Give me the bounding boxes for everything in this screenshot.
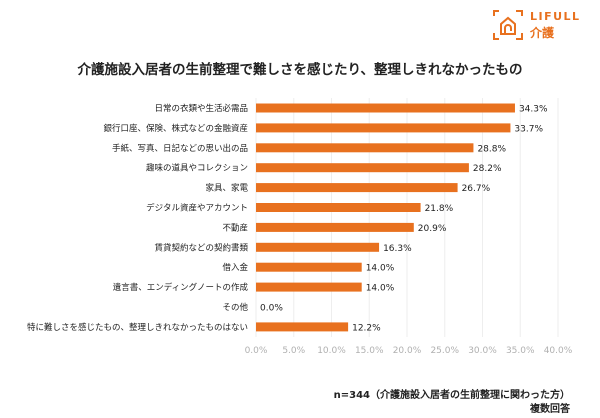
category-label: 日常の衣類や生活必需品 <box>154 103 248 114</box>
chart-title: 介護施設入居者の生前整理で難しさを感じたり、整理しきれなかったもの <box>77 62 523 78</box>
x-tick-label: 35.0% <box>506 346 535 356</box>
bar <box>256 242 380 252</box>
category-label: 銀行口座、保険、株式などの金融資産 <box>103 123 248 134</box>
logo-icon <box>493 10 523 40</box>
multiple-answer-note: 複数回答 <box>530 404 570 415</box>
category-label: 家具、家電 <box>205 183 248 194</box>
data-label: 21.8% <box>425 204 454 214</box>
x-tick-label: 30.0% <box>468 346 497 356</box>
data-label: 20.9% <box>418 224 447 234</box>
x-tick-label: 0.0% <box>245 346 268 356</box>
logo-text: LIFULL <box>530 10 581 23</box>
x-tick-label: 20.0% <box>393 346 422 356</box>
category-label: 趣味の道具やコレクション <box>146 163 248 174</box>
category-label: デジタル資産やアカウント <box>146 203 248 214</box>
bar <box>256 322 349 332</box>
x-tick-label: 25.0% <box>430 346 459 356</box>
bar <box>256 163 469 173</box>
data-label: 28.2% <box>473 164 502 174</box>
bar <box>256 143 474 153</box>
category-label: その他 <box>222 302 248 313</box>
x-tick-label: 40.0% <box>544 346 573 356</box>
logo-subtext: 介護 <box>530 26 555 40</box>
bar <box>256 183 458 193</box>
data-label: 33.7% <box>514 124 543 134</box>
data-label: 14.0% <box>366 264 395 274</box>
bar <box>256 282 362 292</box>
category-label: 不動産 <box>222 222 248 233</box>
data-label: 14.0% <box>366 284 395 294</box>
category-label: 遺言書、エンディングノートの作成 <box>113 282 249 293</box>
data-label: 16.3% <box>383 244 412 254</box>
x-tick-label: 15.0% <box>355 346 384 356</box>
category-label: 特に難しさを感じたもの、整理しきれなかったものはない <box>27 322 248 333</box>
data-label: 12.2% <box>352 323 381 333</box>
x-tick-label: 5.0% <box>282 346 305 356</box>
sample-note: n=344（介護施設入居者の生前整理に関わった方） <box>333 390 570 401</box>
x-tick-label: 10.0% <box>317 346 346 356</box>
category-label: 手紙、写真、日記などの思い出の品 <box>112 143 248 154</box>
bar <box>256 123 511 133</box>
data-label: 34.3% <box>519 105 548 115</box>
bar <box>256 103 515 113</box>
bar <box>256 203 421 212</box>
bar <box>256 262 362 272</box>
bar <box>256 222 414 232</box>
category-label: 賃貸契約などの契約書類 <box>154 242 248 253</box>
data-label: 26.7% <box>462 184 491 194</box>
data-label: 0.0% <box>260 304 283 314</box>
category-label: 借入金 <box>222 262 248 273</box>
data-label: 28.8% <box>477 144 506 154</box>
